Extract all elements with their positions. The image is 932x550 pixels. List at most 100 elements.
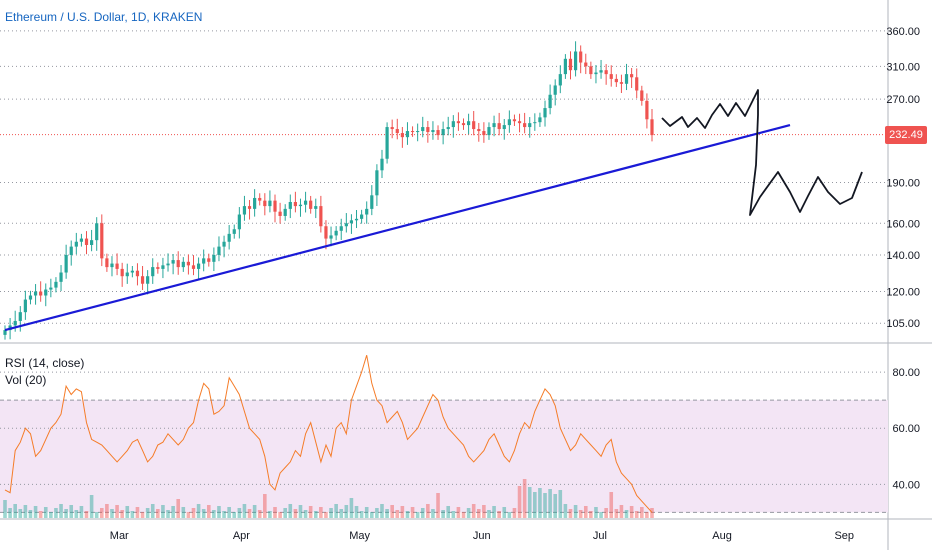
volume-bar [507, 512, 512, 518]
price-tick-label: 105.00 [886, 318, 920, 330]
candle-body [186, 261, 191, 266]
volume-bar [268, 511, 272, 518]
candle-body [319, 206, 323, 227]
volume-bar [604, 508, 608, 518]
volume-bar [405, 511, 410, 518]
volume-bar [13, 504, 17, 518]
volume-bar [420, 508, 425, 518]
volume-bar [288, 504, 293, 518]
candle-body [400, 133, 404, 138]
volume-bar [329, 508, 333, 518]
candle-body [135, 270, 140, 277]
rsi-band [0, 400, 888, 513]
candle-body [609, 74, 613, 79]
volume-bar [324, 512, 328, 518]
volume-bar [49, 512, 53, 518]
candle-body [324, 226, 328, 239]
volume-bar [410, 507, 415, 518]
candle-body [375, 170, 379, 196]
candle-body [69, 246, 73, 255]
volume-bar [115, 505, 119, 518]
volume-bar [334, 504, 338, 518]
candle-body [202, 258, 206, 264]
volume-bar [461, 512, 466, 518]
candle-body [196, 263, 201, 269]
candle-body [95, 223, 99, 241]
candle-body [293, 201, 297, 207]
candle-body [140, 276, 145, 284]
candle-body [120, 268, 124, 277]
volume-bar [313, 511, 318, 518]
candle-body [528, 123, 532, 128]
candle-body [497, 123, 501, 130]
candle-body [339, 226, 343, 231]
volume-bar [232, 512, 237, 518]
volume-bar [257, 510, 262, 518]
volume-bar [84, 511, 89, 518]
volume-bar [436, 493, 440, 518]
time-tick-label: Mar [110, 530, 129, 542]
candle-body [176, 260, 180, 268]
volume-bar [583, 506, 588, 518]
volume-bar [558, 490, 563, 518]
candle-body [303, 200, 308, 205]
volume-bar [466, 508, 471, 518]
candle-body [191, 265, 196, 269]
volume-bar [563, 504, 568, 518]
volume-bar [624, 510, 629, 518]
volume-bar [594, 507, 598, 518]
candle-body [563, 58, 567, 75]
rsi-tick-label: 40.00 [892, 479, 920, 491]
candle-body [360, 214, 364, 219]
candle-body [584, 62, 588, 67]
volume-bar [206, 505, 211, 518]
volume-bar [573, 505, 578, 518]
volume-bar [380, 504, 384, 518]
candle-body [426, 127, 430, 133]
candle-body [472, 121, 476, 130]
volume-bar [145, 508, 150, 518]
candle-body [49, 287, 53, 290]
volume-bar [303, 510, 308, 518]
volume-bar [74, 510, 79, 518]
volume-bar [634, 511, 639, 518]
candle-body [156, 267, 160, 269]
volume-bar [23, 505, 28, 518]
candle-body [39, 291, 43, 296]
trendline [4, 124, 791, 332]
volume-bar [390, 505, 394, 518]
volume-bar [8, 508, 12, 518]
candle-body [23, 299, 27, 313]
candle-body [100, 223, 104, 259]
time-tick-label: Jul [593, 530, 607, 542]
candle-body [416, 131, 420, 133]
volume-bar [451, 511, 456, 518]
volume-bar [349, 498, 354, 518]
candle-body [105, 258, 109, 268]
candle-body [614, 78, 618, 83]
volume-bar [120, 510, 124, 518]
candle-body [273, 200, 277, 212]
candle-body [635, 77, 639, 91]
rsi-tick-label: 80.00 [892, 367, 920, 379]
candle-body [44, 289, 48, 296]
candle-body [573, 51, 578, 71]
volume-bar [492, 506, 496, 518]
volume-bar [135, 507, 140, 518]
candle-body [110, 263, 114, 268]
volume-bar [79, 506, 84, 518]
candle-body [334, 230, 338, 236]
volume-bar [370, 512, 374, 518]
candle-body [451, 121, 455, 128]
volume-bar [599, 512, 603, 518]
volume-bar [110, 509, 114, 518]
volume-bar [252, 505, 257, 518]
candle-body [263, 200, 267, 207]
candle-body [59, 272, 63, 282]
candle-body [568, 58, 573, 71]
candle-body [395, 129, 399, 134]
volume-bar [227, 507, 231, 518]
volume-bar [150, 504, 155, 518]
candle-body [268, 200, 272, 207]
